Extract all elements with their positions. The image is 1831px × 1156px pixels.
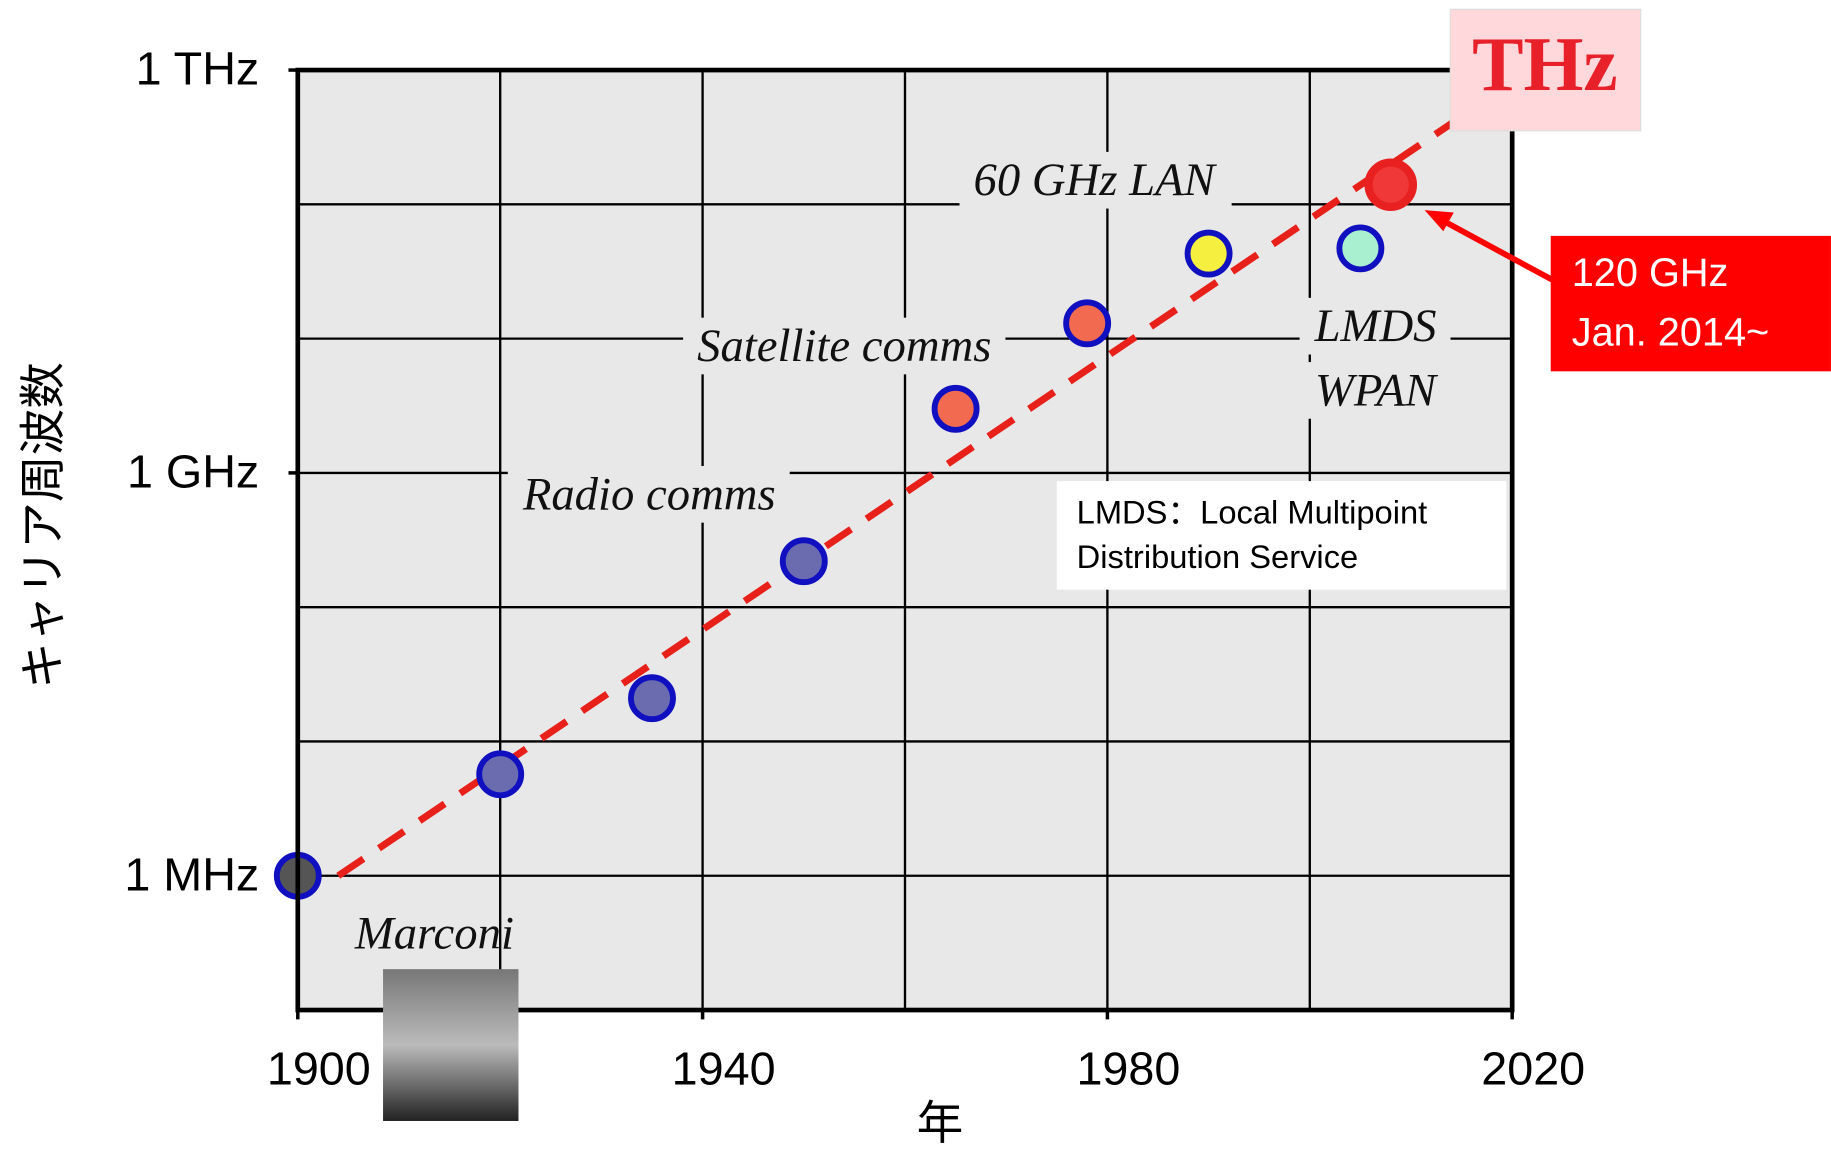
x-tick-label: 2020 <box>1481 1042 1585 1094</box>
x-tick-label: 1980 <box>1076 1042 1180 1094</box>
marconi-photo <box>383 969 518 1121</box>
y-tick-label: 1 THz <box>136 43 260 95</box>
note-text: LMDS：Local Multipoint <box>1077 494 1428 531</box>
y-tick-label: 1 GHz <box>127 446 259 498</box>
data-point <box>631 677 673 719</box>
annotation: Marconi <box>354 907 514 959</box>
data-point <box>935 388 977 430</box>
annotation: LMDS <box>1314 300 1437 352</box>
x-tick-label: 1900 <box>267 1042 371 1094</box>
y-tick-label: 1 MHz <box>124 848 259 900</box>
x-tick-label: 1940 <box>672 1042 776 1094</box>
annotation: Radio comms <box>522 468 776 520</box>
data-point <box>1339 227 1381 269</box>
data-point <box>1369 163 1413 207</box>
callout-text: Jan. 2014~ <box>1572 311 1770 355</box>
data-point <box>479 753 521 795</box>
logo: THz <box>1472 21 1618 107</box>
x-axis-label: 年 <box>917 1097 964 1149</box>
data-point <box>1066 302 1108 344</box>
data-point <box>1188 233 1230 275</box>
data-point <box>783 540 825 582</box>
chart: 年 キャリア周波数 LMDS：Local Multipoint Distribu… <box>0 0 1831 1156</box>
y-axis-label: キャリア周波数 <box>17 362 69 689</box>
annotation: 60 GHz LAN <box>974 154 1218 206</box>
annotation: Satellite comms <box>697 320 991 372</box>
annotation: WPAN <box>1315 364 1439 416</box>
note-text: Distribution Service <box>1077 538 1359 575</box>
callout-text: 120 GHz <box>1572 251 1729 295</box>
